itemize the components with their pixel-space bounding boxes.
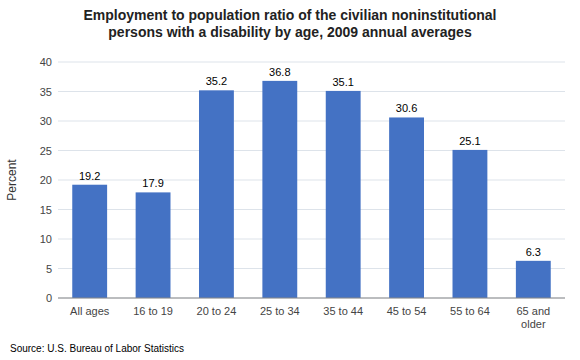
bar [516, 261, 551, 298]
bar [199, 90, 234, 298]
x-axis-line [58, 298, 565, 299]
x-tick-label: 20 to 24 [197, 305, 237, 317]
y-tick-label: 10 [40, 233, 52, 245]
data-label: 35.2 [206, 75, 227, 87]
y-tick-label: 35 [40, 86, 52, 98]
x-tick-label: 45 to 54 [387, 305, 427, 317]
source-note: Source: U.S. Bureau of Labor Statistics [10, 343, 184, 354]
background [0, 0, 580, 360]
x-tick-label: 65 andolder [516, 305, 550, 330]
data-label: 19.2 [79, 170, 100, 182]
x-tick-label: All ages [70, 305, 110, 317]
x-tick-label: 35 to 44 [323, 305, 363, 317]
y-tick-label: 30 [40, 115, 52, 127]
title: Employment to population ratio of the ci… [84, 7, 497, 40]
y-tick-label: 25 [40, 145, 52, 157]
y-axis-label: Percent [5, 159, 19, 201]
y-tick-label: 40 [40, 56, 52, 68]
y-tick-label: 15 [40, 204, 52, 216]
x-tick-label: 16 to 19 [133, 305, 173, 317]
data-label: 30.6 [396, 102, 417, 114]
y-tick-label: 20 [40, 174, 52, 186]
data-label: 35.1 [332, 76, 353, 88]
x-tick-label: 25 to 34 [260, 305, 300, 317]
bar [262, 81, 297, 298]
bars [72, 81, 550, 298]
data-label: 36.8 [269, 66, 290, 78]
grid-line [58, 62, 565, 63]
grid-line [58, 150, 565, 151]
grid-line [58, 268, 565, 269]
grid-line [58, 91, 565, 92]
bar [136, 192, 171, 298]
bar [72, 185, 107, 298]
chart: Employment to population ratio of the ci… [0, 0, 580, 360]
grid-line [58, 121, 565, 122]
grid-line [58, 209, 565, 210]
grid-line [58, 298, 565, 299]
chart-container: Employment to population ratio of the ci… [0, 0, 580, 360]
y-tick-label: 0 [46, 292, 52, 304]
y-tick-label: 5 [46, 263, 52, 275]
grid-line [58, 239, 565, 240]
bar [453, 150, 488, 298]
data-label: 6.3 [526, 246, 541, 258]
grid-line [58, 180, 565, 181]
x-tick-label: 55 to 64 [450, 305, 490, 317]
data-label: 17.9 [142, 177, 163, 189]
bar [389, 117, 424, 298]
data-label: 25.1 [459, 135, 480, 147]
bar [326, 91, 361, 298]
